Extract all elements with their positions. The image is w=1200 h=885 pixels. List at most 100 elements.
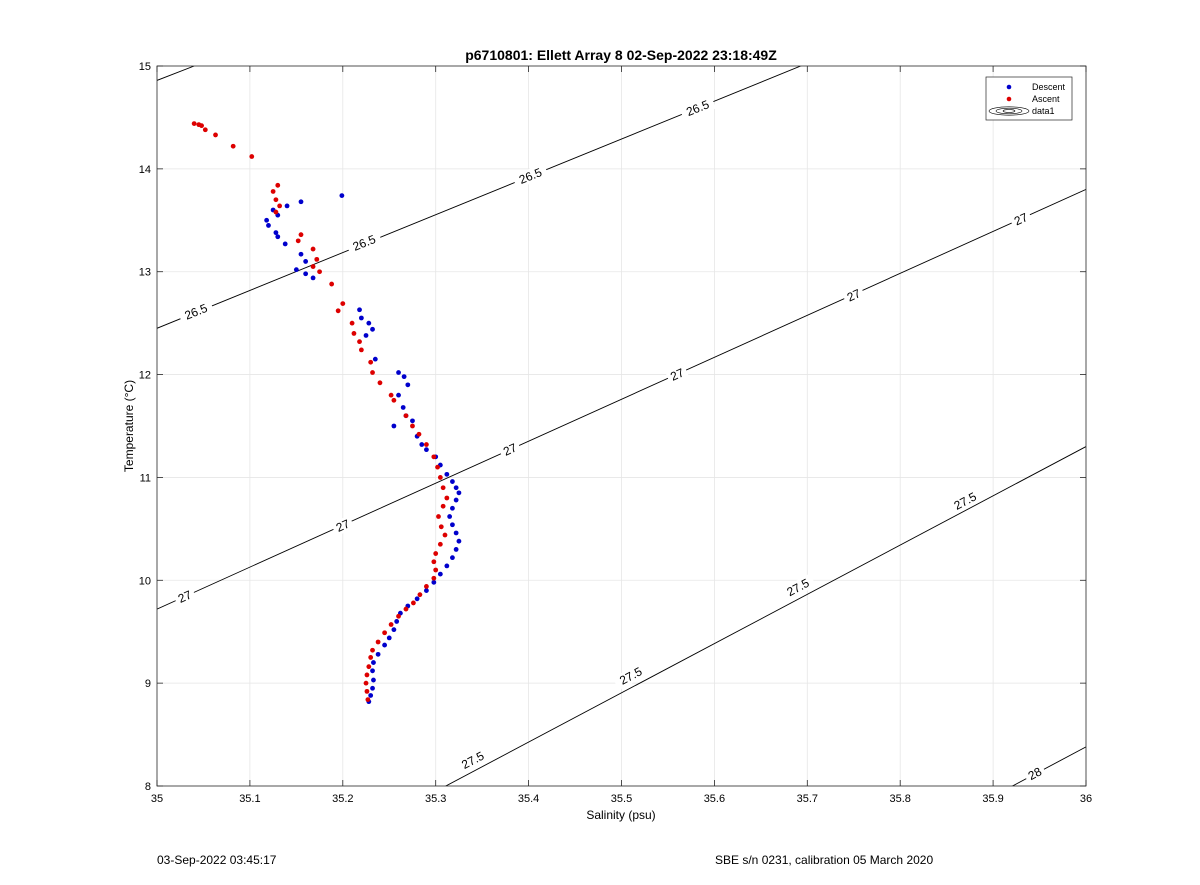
descent-point [450,479,455,484]
x-tick-label: 35 [151,793,163,805]
y-tick-label: 11 [140,472,151,484]
ascent-point [440,503,446,509]
descent-point [339,193,345,199]
y-tick-label: 8 [145,781,151,793]
ascent-point [370,370,375,375]
ascent-point [275,182,281,188]
descent-point [357,307,362,313]
ascent-point [424,584,429,589]
ascent-point [417,592,423,598]
contour-label-text: 27 [176,587,194,605]
ascent-point [382,630,388,636]
contour-label-bg [665,364,690,386]
y-tick-label: 14 [139,164,151,176]
descent-point [410,418,415,424]
x-axis-ticks: 35 35.1 35.2 35.3 35.4 35.5 35.6 35.7 35.8 35.9 36 [151,66,1092,805]
contour-label-text: 27 [1012,210,1030,228]
ascent-point [440,485,446,491]
ascent-point [431,559,437,565]
contour-label-bg [454,746,492,775]
descent-point [273,230,279,236]
descent-point [394,619,400,624]
ascent-point [202,127,208,133]
y-tick-label: 12 [139,370,151,382]
ascent-point [298,232,304,238]
contour-label-bg [177,298,215,325]
x-tick-label: 35.4 [518,793,539,805]
ascent-point [273,209,279,215]
ascent-point [310,246,316,252]
ascent-point [230,143,236,149]
descent-point [366,320,372,326]
y-tick-label: 9 [145,678,151,690]
ascent-point [368,655,374,660]
descent-point [372,356,378,362]
ascent-point [403,606,409,612]
legend: Descent Ascent data1 [985,76,1073,121]
contour-line [444,446,1086,786]
x-tick-label: 35.3 [425,793,446,805]
x-tick-label: 35.6 [704,793,725,805]
ascent-point [335,308,341,314]
ascent-point [317,269,322,275]
x-tick-label: 35.2 [332,793,353,805]
contour-label-bg [779,573,817,602]
ascent-point [310,264,316,269]
contour-label-bg [172,586,197,608]
ascent-point [396,613,401,619]
ascent-point [199,123,204,129]
ascent-point [365,697,371,702]
ascent-point [442,532,448,538]
ascent-point [431,454,437,460]
ascent-point [277,203,283,209]
contour-label-bg [946,486,984,516]
descent-point [424,588,429,593]
contour-label-bg [512,163,549,189]
x-tick-label: 35.1 [239,793,260,805]
contour-label: 27 [172,586,197,608]
descent-point [375,651,381,657]
density-contours [157,66,1086,786]
ascent-point [364,688,370,694]
contour-label-bg [1022,762,1048,785]
contour-label-bg [1008,208,1033,230]
contour-label-text: 27 [501,440,519,458]
contour-label: 27 [498,439,523,461]
descent-point [282,241,288,247]
ascent-point [444,495,450,501]
chart-title: p6710801: Ellett Array 8 02-Sep-2022 23:… [465,47,777,63]
ascent-point [329,281,335,287]
descent-point [444,563,450,569]
descent-point [453,530,459,536]
ascent-point [349,320,355,326]
ascent-point [438,524,444,530]
contour-label-bg [679,95,717,122]
ascent-point [370,647,375,653]
density-contour-labels: 26.526.526.526.527272727272727.527.527.5… [172,95,1048,785]
descent-point [450,555,455,561]
descent-point [298,251,304,257]
legend-contour-icon [988,106,1030,116]
contour-label: 27 [1008,208,1033,230]
contour-label-text: 27 [845,286,863,304]
descent-point [264,217,270,223]
ascent-point [295,238,301,244]
contour-label-bg [841,284,866,306]
descent-point [453,485,459,491]
y-tick-label: 15 [139,61,151,73]
descent-point [437,571,443,577]
ascent-point [314,256,320,262]
ascent-point [411,600,416,606]
descent-point [456,538,462,544]
ascent-point [375,639,381,645]
descent-point [396,370,401,375]
ascent-point [368,359,374,365]
descent-point [414,596,420,602]
descent-point [298,199,304,205]
contour-line [157,66,195,81]
descent-point [371,660,376,665]
contour-label-bg [612,661,650,691]
contour-label: 27 [841,284,866,306]
data-points [191,121,462,705]
contour-line [157,189,1086,610]
